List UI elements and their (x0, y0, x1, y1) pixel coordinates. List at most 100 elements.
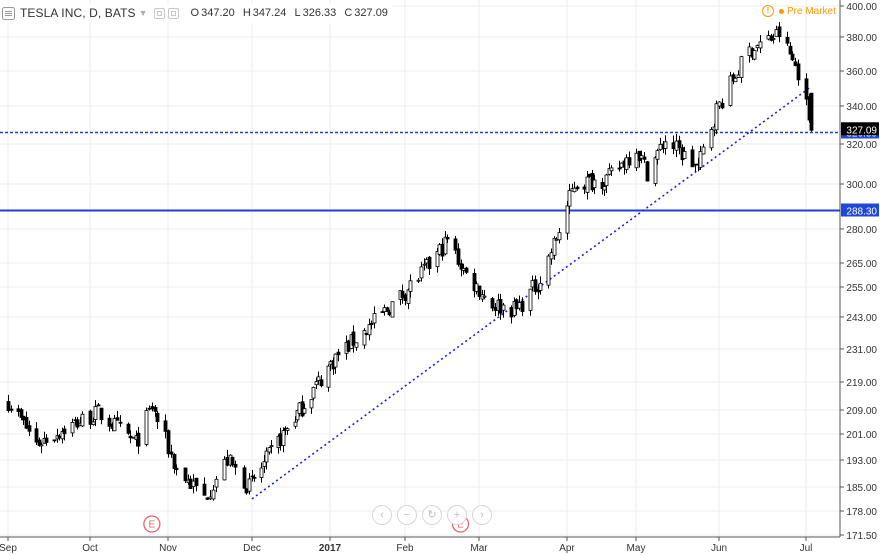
candle (6, 394, 11, 413)
candle-body (202, 483, 207, 496)
zoom-in-icon[interactable]: + (447, 505, 467, 525)
candle (385, 306, 390, 312)
candle-body (437, 244, 442, 255)
candle (208, 490, 213, 501)
candle-body (624, 157, 629, 170)
candle (115, 410, 120, 421)
candle (677, 135, 682, 155)
candle-body (309, 399, 314, 409)
candle (582, 184, 587, 195)
candle-body (538, 282, 543, 291)
candle-body (21, 415, 26, 421)
candle (44, 434, 49, 446)
open-value: 347.20 (201, 7, 235, 19)
candle-body (435, 251, 440, 268)
candle (88, 409, 93, 430)
chevron-down-icon[interactable]: ▼ (138, 8, 148, 18)
y-tick-label: 185.00 (846, 483, 877, 494)
time-axis[interactable]: Sep Oct Nov Dec 2017 Feb Mar Apr May Jun Jul (0, 537, 812, 554)
trendline-path[interactable] (251, 85, 812, 500)
candle (367, 318, 372, 341)
candle-body (477, 285, 482, 297)
candle (112, 414, 117, 432)
candle-body (602, 186, 607, 191)
candle-body (333, 353, 338, 368)
candle (717, 101, 722, 110)
candle-body (575, 186, 580, 190)
candle-body (314, 381, 319, 386)
candle-body (91, 421, 96, 426)
candle-body (163, 420, 168, 432)
candle (191, 474, 196, 494)
candle (440, 238, 445, 261)
hamburger-menu-icon[interactable] (2, 6, 15, 20)
candle (27, 420, 32, 437)
candle-body (387, 311, 392, 316)
candle (225, 449, 230, 467)
candle-body (144, 410, 149, 445)
zoom-out-icon[interactable]: − (397, 505, 417, 525)
y-tick-label: 231.00 (846, 345, 877, 356)
scroll-left-icon[interactable]: ‹ (372, 505, 392, 525)
candle-body (464, 267, 469, 273)
candle-body (804, 78, 809, 100)
candle (99, 407, 104, 425)
hide-icon[interactable] (153, 7, 165, 19)
candle-body (267, 447, 272, 453)
candle-body (225, 456, 230, 466)
candle (567, 183, 572, 214)
candle (163, 414, 168, 439)
y-tick-label: 243.00 (846, 313, 877, 324)
y-tick-label: 320.00 (846, 140, 877, 151)
candle (752, 50, 757, 61)
candle-body (728, 75, 733, 106)
candle-body (118, 421, 123, 424)
candle (382, 304, 387, 316)
candle-body (693, 163, 698, 166)
candle (80, 411, 85, 428)
candle (445, 234, 450, 243)
candle-body (172, 454, 177, 469)
candle-body (567, 190, 572, 207)
symbol-title[interactable]: TESLA INC, D, BATS (20, 6, 136, 20)
scroll-right-icon[interactable]: › (472, 505, 492, 525)
candle-body (96, 404, 101, 407)
candle-body (244, 488, 249, 494)
candle (693, 163, 698, 172)
candle (326, 364, 331, 392)
candle-body (674, 140, 679, 151)
candle (267, 447, 272, 455)
candle-body (99, 407, 104, 421)
candle (52, 439, 57, 443)
candle (549, 248, 554, 265)
warning-icon[interactable]: ! (762, 5, 774, 17)
candle-body (34, 428, 39, 443)
settings-icon[interactable] (167, 7, 179, 19)
level-badge (841, 203, 879, 217)
x-tick-label: May (627, 543, 646, 554)
trendline[interactable] (251, 85, 812, 500)
x-tick-label: Jul (800, 543, 813, 554)
candle (557, 227, 562, 244)
candle-body (259, 467, 264, 478)
candle (230, 456, 235, 467)
session-status[interactable]: ! Pre Market (762, 5, 836, 17)
candle (520, 297, 525, 317)
candle (739, 55, 744, 83)
candle (777, 22, 782, 43)
candle-body (682, 151, 687, 159)
candle-body (582, 186, 587, 190)
candle (624, 154, 629, 174)
horizontal-levels[interactable] (0, 131, 840, 212)
candle (565, 201, 570, 240)
candle-body (653, 157, 658, 184)
candle-body (346, 340, 351, 352)
price-axis[interactable]: 400.00 380.00 360.00 340.00 320.00 300.00 280.… (840, 2, 877, 542)
earnings-e-icon[interactable]: E (143, 515, 161, 533)
axis-frame (0, 0, 841, 538)
candle-body (634, 152, 639, 169)
reset-icon[interactable]: ↻ (422, 505, 442, 525)
y-tick-label: 255.00 (846, 283, 877, 294)
